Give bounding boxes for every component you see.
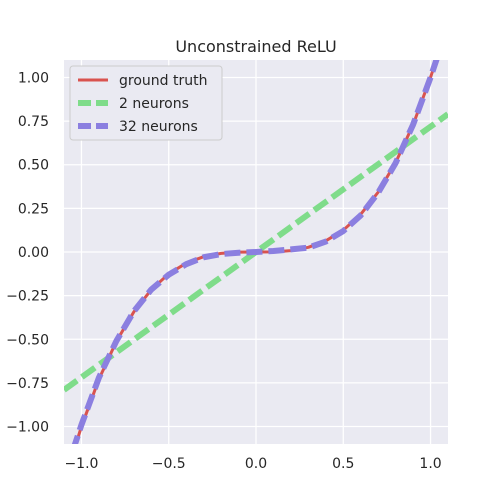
y-tick-label: 1.00 xyxy=(18,70,49,86)
y-tick-label: −0.25 xyxy=(6,289,49,305)
x-tick-label: 1.0 xyxy=(419,456,441,472)
x-tick-label: 0.0 xyxy=(245,456,267,472)
legend-label-32-neurons: 32 neurons xyxy=(119,119,198,135)
legend-label-2-neurons: 2 neurons xyxy=(119,96,189,112)
y-tick-label: −1.00 xyxy=(6,420,49,436)
x-tick-label: −1.0 xyxy=(64,456,98,472)
y-tick-label: 0.25 xyxy=(18,201,49,217)
x-tick-label: 0.5 xyxy=(332,456,354,472)
legend: ground truth 2 neurons 32 neurons xyxy=(70,66,222,140)
y-tick-label: −0.75 xyxy=(6,376,49,392)
y-tick-label: −0.50 xyxy=(6,332,49,348)
chart-title: Unconstrained ReLU xyxy=(175,37,336,56)
x-tick-label: −0.5 xyxy=(152,456,186,472)
y-tick-label: 0.75 xyxy=(18,114,49,130)
y-tick-label: 0.50 xyxy=(18,158,49,174)
legend-label-ground-truth: ground truth xyxy=(119,73,207,89)
y-tick-label: 0.00 xyxy=(18,245,49,261)
